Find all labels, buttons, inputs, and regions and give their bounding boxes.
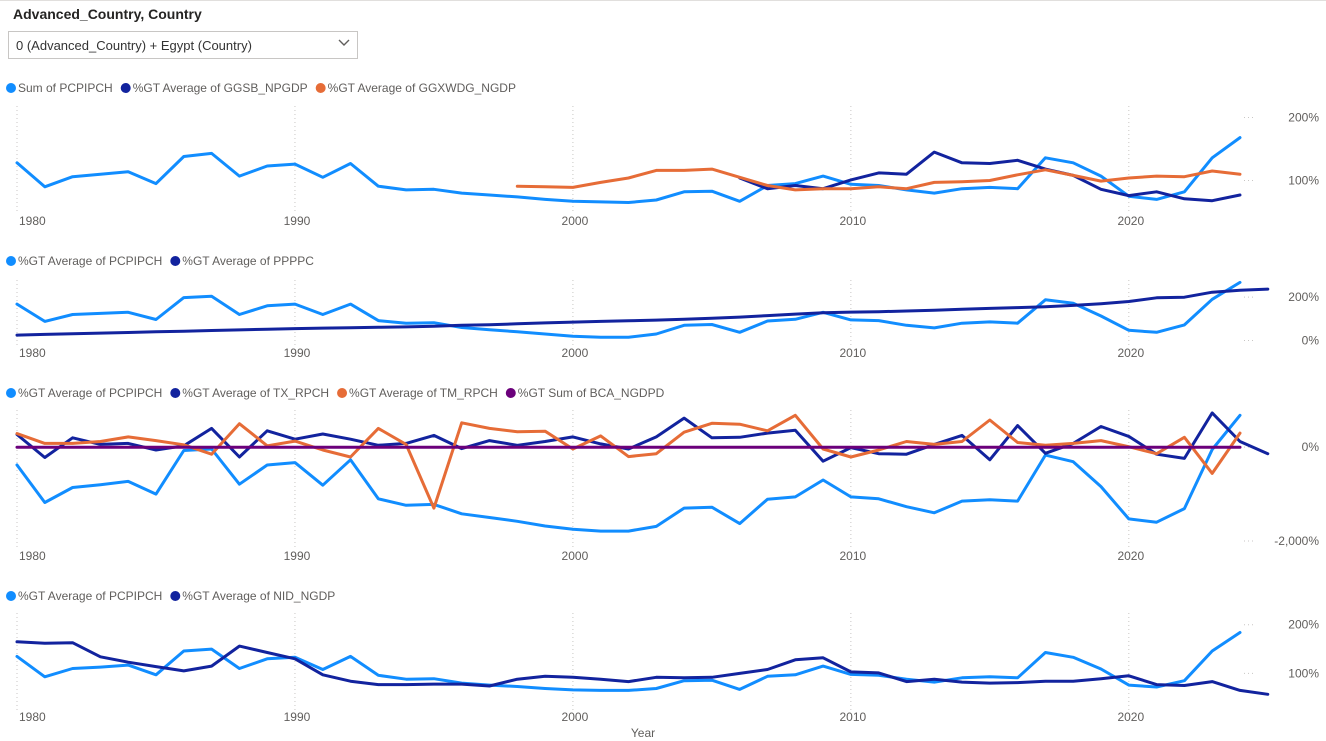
series-line — [15, 280, 1242, 339]
x-tick-label: 2010 — [840, 214, 867, 228]
legend-marker — [505, 388, 516, 398]
chart-panel-2: %GT Average of PCPIPCH %GT Average of PPP… — [6, 254, 1319, 360]
top-border — [0, 0, 1326, 1]
legend-marker — [6, 591, 16, 601]
legend-marker — [6, 388, 16, 398]
x-tick-label: 1990 — [284, 710, 311, 724]
x-tick-label: 2020 — [1117, 710, 1144, 724]
legend-marker — [120, 83, 131, 93]
x-tick-label: 2000 — [562, 549, 589, 563]
series-line — [15, 413, 1242, 533]
y-tick-label: 0% — [1302, 334, 1320, 348]
series-line — [15, 136, 1242, 204]
series-line — [15, 413, 1242, 510]
x-tick-label: 2020 — [1117, 549, 1144, 563]
y-tick-label: 100% — [1288, 666, 1319, 680]
chevron-down-icon[interactable] — [337, 36, 351, 50]
legend-marker — [337, 388, 348, 398]
legend-label: %GT Average of PCPIPCH — [18, 589, 162, 603]
x-axis-title: Year — [631, 726, 655, 740]
y-tick-label: 200% — [1288, 618, 1319, 632]
x-tick-label: 2010 — [840, 549, 867, 563]
series-line — [15, 640, 1270, 696]
slicer-selected-value: 0 (Advanced_Country) + Egypt (Country) — [16, 38, 252, 53]
x-tick-label: 1990 — [284, 346, 311, 360]
legend-label: %GT Average of PCPIPCH — [18, 254, 162, 268]
y-tick-label: 200% — [1288, 110, 1319, 124]
legend-label: %GT Average of PPPPC — [182, 254, 314, 268]
x-tick-label: 2010 — [840, 346, 867, 360]
y-tick-label: 200% — [1288, 290, 1319, 304]
legend-label: %GT Average of GGXWDG_NGDP — [328, 81, 516, 95]
chart-panel-3: %GT Average of PCPIPCH %GT Average of TX_… — [6, 386, 1319, 563]
x-tick-label: 1980 — [19, 346, 46, 360]
y-tick-label: 0% — [1302, 440, 1320, 454]
x-tick-label: 2020 — [1117, 214, 1144, 228]
x-tick-label: 2020 — [1117, 346, 1144, 360]
legend-marker — [170, 388, 181, 398]
series-line — [15, 631, 1242, 692]
x-tick-label: 2000 — [562, 710, 589, 724]
legend-label: %GT Average of NID_NGDP — [182, 589, 335, 603]
legend-marker — [6, 256, 16, 266]
chart-panel-1: Sum of PCPIPCH %GT Average of GGSB_NPGDP%… — [6, 81, 1319, 228]
series-line — [515, 167, 1242, 192]
legend-label: %GT Average of PCPIPCH — [18, 386, 162, 400]
x-tick-label: 1990 — [284, 549, 311, 563]
legend-label: %GT Sum of BCA_NGDPD — [518, 386, 665, 400]
x-tick-label: 1980 — [19, 214, 46, 228]
x-tick-label: 2010 — [840, 710, 867, 724]
x-tick-label: 2000 — [562, 214, 589, 228]
legend-label: %GT Average of GGSB_NPGDP — [133, 81, 308, 95]
legend-label: Sum of PCPIPCH — [18, 81, 113, 95]
chart-panel-4: %GT Average of PCPIPCH %GT Average of NID… — [6, 589, 1319, 740]
series-line — [15, 287, 1270, 337]
legend-marker — [170, 591, 181, 601]
legend-label: %GT Average of TM_RPCH — [349, 386, 498, 400]
legend-marker — [315, 83, 326, 93]
slicer-title: Advanced_Country, Country — [13, 6, 202, 22]
legend-marker — [6, 83, 16, 93]
x-tick-label: 1990 — [284, 214, 311, 228]
y-tick-label: 100% — [1288, 173, 1319, 187]
legend-marker — [170, 256, 181, 266]
legend-label: %GT Average of TX_RPCH — [182, 386, 329, 400]
country-slicer-dropdown[interactable]: 0 (Advanced_Country) + Egypt (Country) — [8, 31, 358, 59]
x-tick-label: 1980 — [19, 549, 46, 563]
x-tick-label: 2000 — [562, 346, 589, 360]
y-tick-label: -2,000% — [1274, 534, 1319, 548]
x-tick-label: 1980 — [19, 710, 46, 724]
